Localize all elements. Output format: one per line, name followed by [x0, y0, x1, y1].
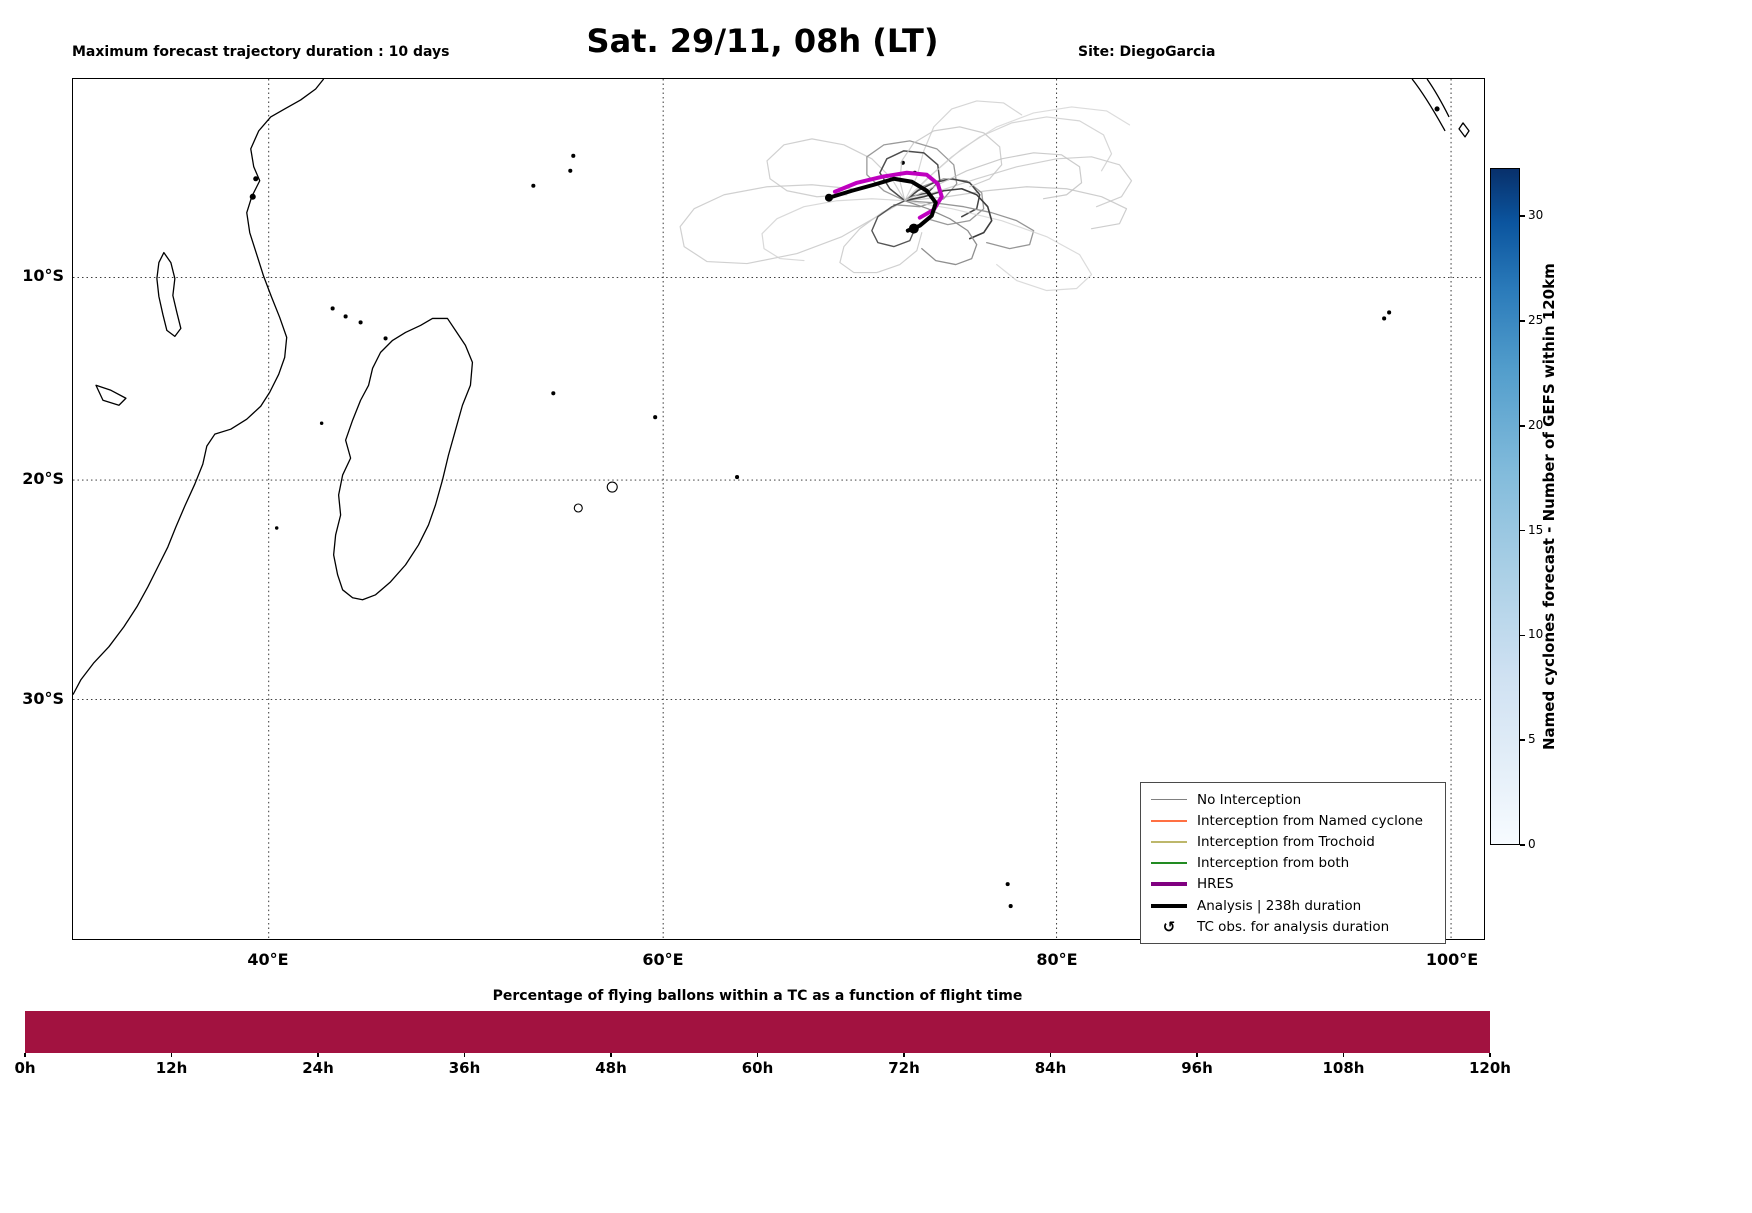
black-line-sample: [1151, 903, 1187, 908]
legend-label: Interception from Named cyclone: [1197, 812, 1423, 829]
flight-time-tick-mark: [1489, 1053, 1491, 1057]
legend-item-hres: HRES: [1141, 874, 1445, 895]
legend-item-trochoid: Interception from Trochoid: [1141, 831, 1445, 852]
flight-time-tick-mark: [24, 1053, 26, 1057]
lon-tick-label: 60°E: [642, 950, 684, 969]
lat-tick-label: 20°S: [22, 469, 64, 488]
flight-time-tick-label: 36h: [448, 1059, 481, 1077]
orange-line-sample: [1151, 820, 1187, 822]
legend-label: Interception from Trochoid: [1197, 833, 1375, 850]
flight-time-tick-mark: [317, 1053, 319, 1057]
colorbar-tick-label: 20: [1528, 417, 1544, 432]
legend-item-both: Interception from both: [1141, 853, 1445, 874]
page-title: Sat. 29/11, 08h (LT): [586, 22, 939, 60]
lat-tick-label: 10°S: [22, 266, 64, 285]
flight-time-tick-label: 60h: [741, 1059, 774, 1077]
flight-time-tick-label: 12h: [155, 1059, 188, 1077]
flight-time-tick-mark: [463, 1053, 466, 1057]
legend-item-named-cyclone: Interception from Named cyclone: [1141, 810, 1445, 831]
flight-time-tick-label: 24h: [302, 1059, 334, 1077]
flight-time-tick-label: 96h: [1181, 1059, 1213, 1077]
legend-label: No Interception: [1197, 791, 1302, 808]
lon-tick-label: 80°E: [1036, 950, 1078, 969]
colorbar-tick-mark: [1520, 320, 1525, 322]
green-line-sample: [1151, 862, 1187, 864]
max-duration-text: Maximum forecast trajectory duration : 1…: [72, 44, 450, 60]
colorbar-tick-mark: [1520, 215, 1525, 217]
legend-item-tc-obs: ↺ TC obs. for analysis duration: [1141, 916, 1445, 937]
colorbar-tick-label: 0: [1528, 837, 1536, 851]
colorbar-tick-mark: [1520, 529, 1525, 532]
flight-time-tick-label: 108h: [1322, 1059, 1365, 1077]
legend-label: TC obs. for analysis duration: [1197, 918, 1390, 935]
lat-tick-label: 30°S: [22, 689, 64, 708]
flight-time-tick-mark: [610, 1053, 612, 1057]
flight-time-tick-label: 84h: [1034, 1059, 1067, 1077]
colorbar-tick-label: 5: [1528, 732, 1536, 747]
olive-line-sample: [1151, 841, 1187, 843]
legend-label: Analysis | 238h duration: [1197, 897, 1362, 914]
flight-time-tick-mark: [170, 1053, 173, 1057]
colorbar-tick-mark: [1520, 739, 1525, 741]
colorbar: [1490, 168, 1520, 845]
legend-label: HRES: [1197, 876, 1234, 893]
flight-time-tick-mark: [1342, 1053, 1345, 1057]
legend-item-analysis: Analysis | 238h duration: [1141, 895, 1445, 916]
flight-time-tick-label: 72h: [888, 1059, 920, 1077]
flight-time-tick-mark: [1049, 1053, 1052, 1057]
flight-time-tick-mark: [903, 1053, 905, 1057]
colorbar-tick-mark: [1520, 425, 1525, 427]
colorbar-tick-label: 30: [1528, 208, 1544, 223]
legend-item-no-interception: No Interception: [1141, 789, 1445, 810]
colorbar-tick-label: 15: [1528, 522, 1544, 537]
flight-time-tick-label: 0h: [14, 1059, 36, 1077]
bottom-chart-title: Percentage of flying ballons within a TC…: [492, 988, 1023, 1004]
purple-line-sample: [1151, 882, 1187, 887]
colorbar-tick-label: 25: [1528, 313, 1544, 327]
gray-line-sample: [1151, 798, 1187, 801]
cyclone-marker-icon: ↺: [1162, 917, 1176, 936]
flight-time-tick-label: 120h: [1469, 1059, 1511, 1077]
flight-time-tick-mark: [756, 1053, 759, 1057]
colorbar-tick-label: 10: [1528, 627, 1544, 642]
legend: No Interception Interception from Named …: [1140, 782, 1446, 945]
flight-time-bar: [25, 1011, 1490, 1053]
flight-time-tick-label: 48h: [595, 1059, 627, 1077]
map-svg: [73, 79, 1484, 939]
lon-tick-label: 40°E: [247, 950, 289, 969]
site-text: Site: DiegoGarcia: [1078, 44, 1216, 60]
colorbar-tick-mark: [1520, 634, 1525, 637]
flight-time-tick-mark: [1196, 1053, 1198, 1057]
colorbar-tick-mark: [1520, 844, 1525, 846]
legend-label: Interception from both: [1197, 855, 1350, 872]
lon-tick-label: 100°E: [1425, 950, 1479, 969]
